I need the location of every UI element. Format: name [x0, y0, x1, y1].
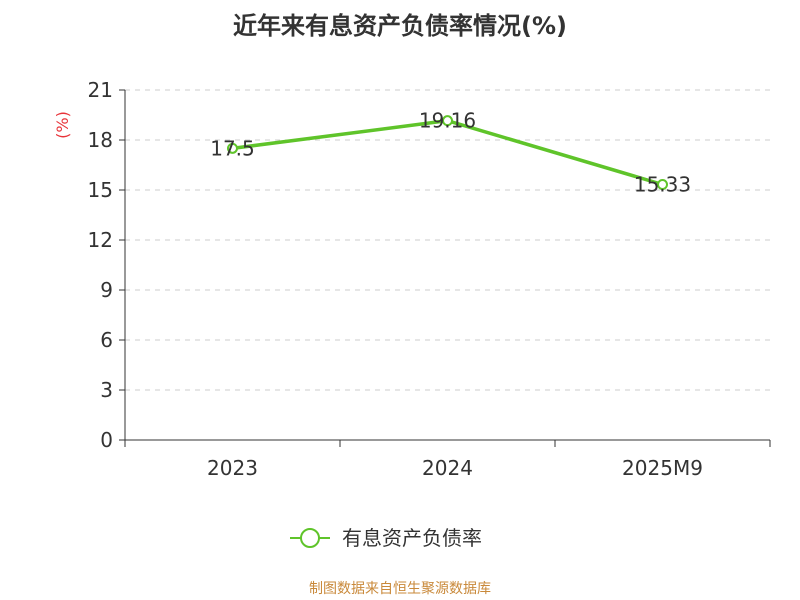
data-point	[227, 142, 238, 154]
source-note: 制图数据来自恒生聚源数据库	[309, 581, 491, 597]
y-tick-label: 3	[100, 378, 113, 402]
y-axis: 0 3 6 9 12 15 18 21 (%)	[53, 78, 126, 452]
y-tick-label: 12	[88, 228, 113, 252]
y-tick-label: 21	[88, 78, 113, 102]
y-tick-label: 0	[100, 428, 113, 452]
data-label: 19.16	[419, 109, 476, 133]
data-label: 17.5	[210, 136, 255, 160]
legend-label: 有息资产负债率	[342, 526, 482, 550]
data-label: 15.33	[634, 173, 691, 197]
data-point	[657, 179, 668, 190]
y-tick-label: 15	[88, 178, 113, 202]
series-layer: 17.5 19.16 15.33	[210, 109, 691, 197]
chart-title: 近年来有息资产负债率情况(%)	[233, 12, 567, 40]
y-axis-label: (%)	[53, 111, 72, 139]
y-tick-label: 6	[100, 328, 113, 352]
grid-lines	[125, 89, 770, 391]
x-tick-label: 2024	[422, 456, 473, 480]
x-axis: 2023 2024 2025M9	[124, 439, 771, 480]
y-tick-label: 9	[100, 278, 113, 302]
data-point	[442, 115, 453, 127]
legend-marker	[300, 528, 320, 548]
x-tick-label: 2025M9	[622, 456, 703, 480]
y-tick-label: 18	[88, 128, 113, 152]
x-tick-label: 2023	[207, 456, 258, 480]
legend: 有息资产负债率	[290, 526, 482, 550]
